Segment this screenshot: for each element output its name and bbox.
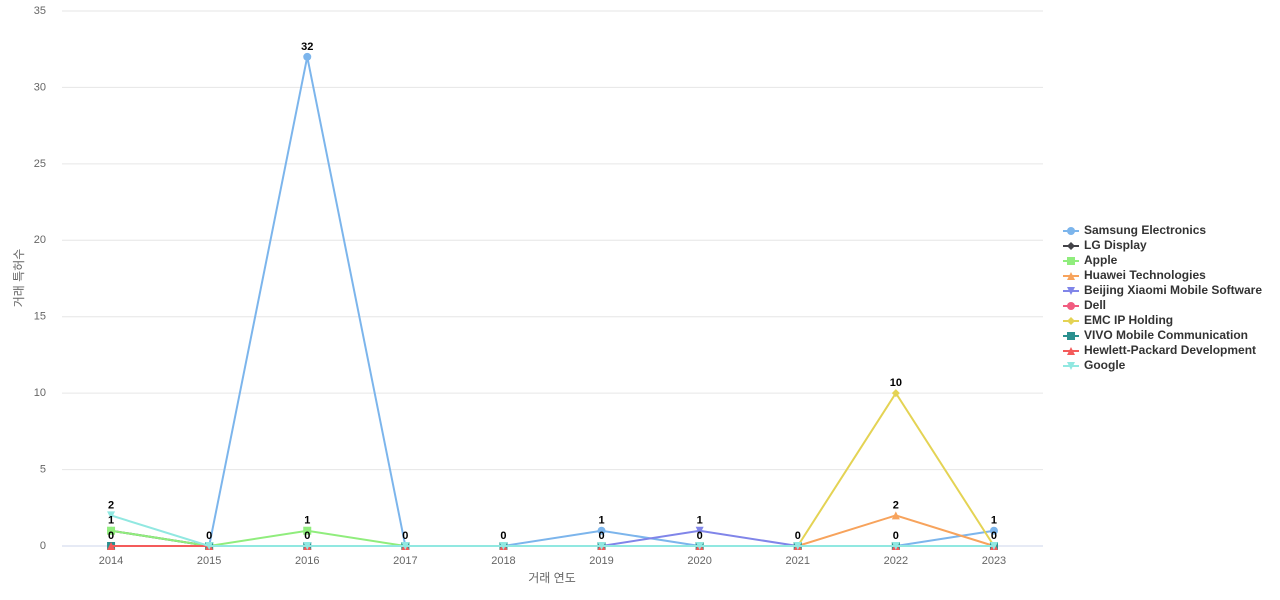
y-tick-label: 20	[34, 234, 46, 246]
y-tick-label: 0	[40, 540, 46, 552]
y-tick-label: 10	[34, 387, 46, 399]
x-tick-label: 2015	[197, 555, 221, 567]
data-label: 1	[697, 515, 703, 527]
legend-symbol	[1067, 242, 1075, 250]
point	[107, 542, 116, 550]
legend-label: Beijing Xiaomi Mobile Software	[1084, 283, 1262, 297]
y-tick-label: 35	[34, 5, 46, 17]
x-tick-label: 2020	[687, 555, 711, 567]
series-line	[111, 56, 995, 547]
series	[107, 511, 998, 550]
data-label: 2	[108, 499, 114, 511]
point	[891, 511, 900, 520]
legend-label: Apple	[1084, 253, 1118, 267]
data-label: 1	[304, 515, 310, 527]
point	[793, 542, 802, 550]
data-label: 1	[598, 515, 604, 527]
legend-symbol	[1067, 272, 1075, 280]
data-label: 1	[991, 515, 997, 527]
data-label: 0	[206, 530, 212, 542]
data-label: 10	[890, 377, 902, 389]
point	[891, 389, 900, 398]
data-label: 2	[893, 499, 899, 511]
legend-label: EMC IP Holding	[1084, 313, 1173, 327]
x-tick-label: 2018	[491, 555, 515, 567]
y-tick-label: 25	[34, 158, 46, 170]
point	[205, 542, 214, 550]
point	[401, 542, 410, 550]
x-tick-label: 2021	[786, 555, 810, 567]
y-tick-label: 15	[34, 311, 46, 323]
y-tick-label: 5	[40, 463, 46, 475]
legend-symbol	[1067, 287, 1075, 295]
point	[597, 526, 606, 535]
x-tick-label: 2022	[884, 555, 908, 567]
point	[891, 542, 900, 550]
legend-symbol	[1067, 302, 1075, 310]
x-axis-title: 거래 연도	[528, 571, 576, 585]
data-label: 1	[108, 515, 114, 527]
legend-label: VIVO Mobile Communication	[1084, 328, 1248, 342]
y-tick-label: 30	[34, 81, 46, 93]
data-label: 0	[697, 530, 703, 542]
series	[107, 52, 998, 550]
point	[989, 526, 998, 535]
point	[303, 542, 312, 550]
point	[597, 542, 606, 550]
x-tick-label: 2019	[589, 555, 613, 567]
x-tick-label: 2023	[982, 555, 1006, 567]
legend-symbol	[1067, 362, 1075, 370]
data-label: 0	[893, 530, 899, 542]
legend-label: Hewlett-Packard Development	[1084, 343, 1256, 357]
point	[303, 526, 312, 535]
y-axis-title: 거래 특허수	[12, 249, 26, 308]
point	[695, 542, 704, 550]
legend-symbol	[1067, 257, 1075, 265]
data-label: 0	[500, 530, 506, 542]
point	[989, 542, 998, 550]
series-line	[110, 514, 994, 547]
point	[303, 52, 312, 61]
point	[695, 526, 704, 535]
data-label: 0	[795, 530, 801, 542]
legend-label: Dell	[1084, 298, 1106, 312]
legend-label: Samsung Electronics	[1084, 223, 1206, 237]
x-tick-label: 2017	[393, 555, 417, 567]
point	[499, 542, 508, 550]
data-label: 0	[991, 530, 997, 542]
point	[107, 526, 116, 535]
point	[107, 511, 116, 520]
legend-label: Huawei Technologies	[1084, 268, 1206, 282]
data-label: 0	[304, 530, 310, 542]
legend-symbol	[1067, 317, 1075, 325]
legend-symbol	[1067, 227, 1075, 235]
x-tick-label: 2014	[99, 555, 123, 567]
data-label: 0	[108, 530, 114, 542]
data-label: 32	[301, 41, 313, 53]
legend-symbol	[1067, 347, 1075, 355]
legend-label: LG Display	[1084, 238, 1147, 252]
data-label: 0	[402, 530, 408, 542]
series	[107, 511, 998, 550]
x-tick-label: 2016	[295, 555, 319, 567]
legend-label: Google	[1084, 358, 1126, 372]
legend-symbol	[1067, 332, 1075, 340]
data-label: 0	[598, 530, 604, 542]
